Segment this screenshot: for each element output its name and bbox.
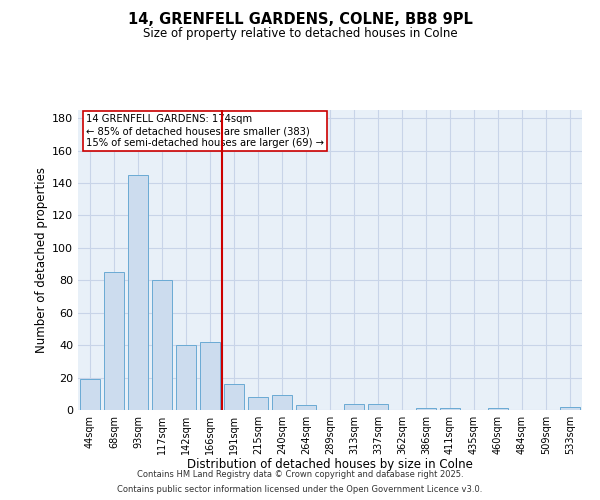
Bar: [416, 408, 436, 410]
Bar: [344, 404, 364, 410]
Bar: [200, 342, 220, 410]
Bar: [248, 397, 268, 410]
Bar: [560, 407, 580, 410]
Bar: [224, 384, 244, 410]
Bar: [152, 280, 172, 410]
Bar: [440, 408, 460, 410]
Bar: [272, 396, 292, 410]
Text: 14 GRENFELL GARDENS: 174sqm
← 85% of detached houses are smaller (383)
15% of se: 14 GRENFELL GARDENS: 174sqm ← 85% of det…: [86, 114, 323, 148]
X-axis label: Distribution of detached houses by size in Colne: Distribution of detached houses by size …: [187, 458, 473, 471]
Bar: [488, 408, 508, 410]
Bar: [176, 345, 196, 410]
Bar: [128, 175, 148, 410]
Bar: [368, 404, 388, 410]
Bar: [80, 379, 100, 410]
Text: Contains HM Land Registry data © Crown copyright and database right 2025.: Contains HM Land Registry data © Crown c…: [137, 470, 463, 479]
Text: Size of property relative to detached houses in Colne: Size of property relative to detached ho…: [143, 28, 457, 40]
Y-axis label: Number of detached properties: Number of detached properties: [35, 167, 48, 353]
Bar: [296, 405, 316, 410]
Text: 14, GRENFELL GARDENS, COLNE, BB8 9PL: 14, GRENFELL GARDENS, COLNE, BB8 9PL: [128, 12, 472, 28]
Text: Contains public sector information licensed under the Open Government Licence v3: Contains public sector information licen…: [118, 485, 482, 494]
Bar: [104, 272, 124, 410]
